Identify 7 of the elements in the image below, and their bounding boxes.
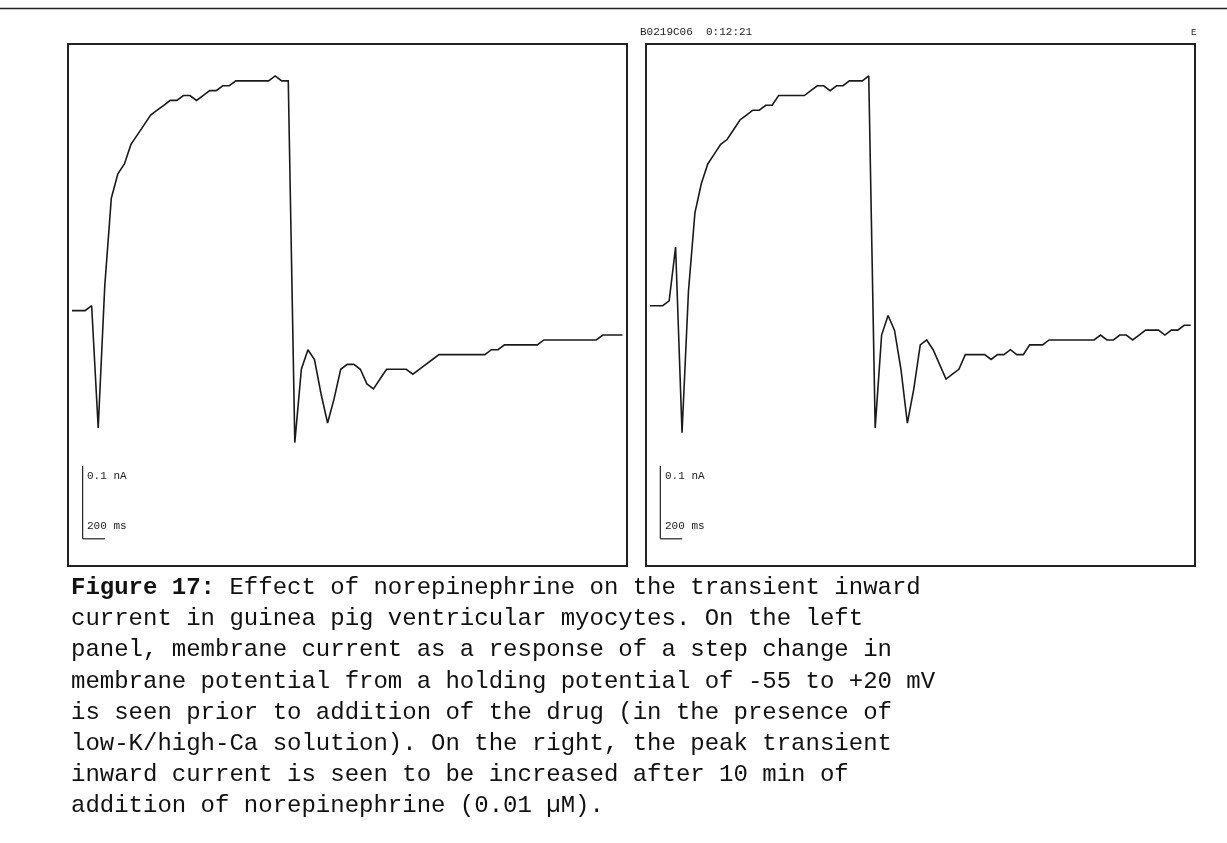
text: Figure 17: Effect of norepinephrine on the transient inward current in guinea pig ventricular myocytes. On the left panel, membrane current as a response of a step change in membrane potential from a holding potential of -55 to +20 mV is seen prior to addition of the drug (in the presence of low-K/high-Ca solution). On the right, the peak transient inward current is seen to be increased after 10 min of addition of norepinephrine (0.01 µM). (71, 574, 936, 820)
text: B0219C06 0:12:21 (640, 26, 753, 38)
annotation: 0.1 nA (665, 470, 706, 482)
annotation: 0.1 nA (87, 470, 128, 482)
annotation: 200 ms (87, 520, 127, 532)
text: E (1191, 28, 1197, 38)
annotation: 200 ms (665, 520, 705, 532)
